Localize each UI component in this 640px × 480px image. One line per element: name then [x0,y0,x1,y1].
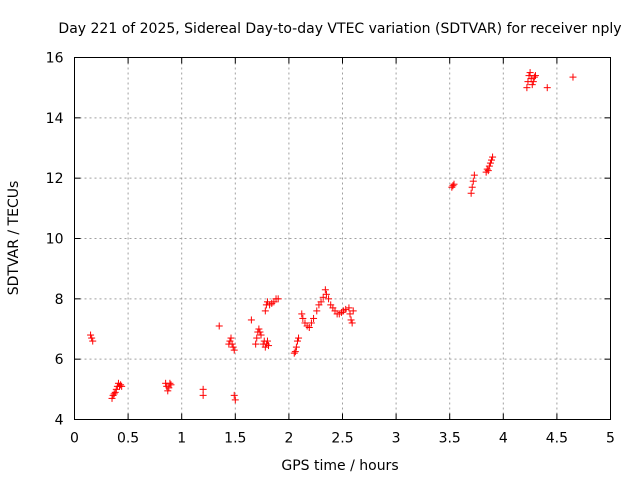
data-point [292,343,300,351]
x-tick-label: 1.5 [224,431,246,447]
data-point [488,156,496,164]
data-point [468,183,476,191]
data-point [293,337,301,345]
data-point [526,69,534,77]
data-point [110,390,118,398]
data-point [345,304,353,312]
data-point [261,343,269,351]
x-tick-label: 2 [284,431,293,447]
x-tick-label: 2.5 [331,431,353,447]
data-point [467,189,475,197]
data-point [485,162,493,170]
data-point [252,340,260,348]
x-axis-label: GPS time / hours [281,458,398,474]
x-tick-label: 3.5 [439,431,461,447]
data-point [112,385,120,393]
plot-frame [74,57,611,420]
y-axis-label: SDTVAR / TECUs [6,181,22,296]
data-point [489,153,497,161]
data-point [291,348,299,356]
data-point [247,316,255,324]
data-point [299,314,307,322]
data-point [118,382,126,390]
x-tick-label: 4 [499,431,508,447]
data-point [255,325,263,333]
data-point [228,340,236,348]
data-point [347,316,355,324]
data-point [531,72,539,80]
data-point [305,323,313,331]
data-point [87,331,95,339]
data-point [230,346,238,354]
data-point [263,337,271,345]
y-tick-label: 10 [46,232,64,248]
data-point [543,84,551,92]
data-point [346,310,354,318]
x-tick-label: 4.5 [546,431,568,447]
x-tick-label: 0 [70,431,79,447]
data-point [317,298,325,306]
data-point [274,295,282,303]
y-tick-label: 12 [46,171,64,187]
data-point [313,307,321,315]
data-point [470,171,478,179]
data-point [295,334,303,342]
data-point [325,295,333,303]
data-point [486,159,494,167]
x-tick-label: 5 [606,431,615,447]
chart-title: Day 221 of 2025, Sidereal Day-to-day VTE… [58,21,621,37]
data-point [321,286,329,294]
data-point [88,334,96,342]
data-point [117,381,125,389]
x-tick-label: 0.5 [117,431,139,447]
data-point [89,337,97,345]
data-point [230,391,238,399]
data-points [87,69,577,404]
data-point [450,180,458,188]
data-point [449,182,457,190]
y-tick-label: 6 [55,352,64,368]
grid-layer [74,57,611,420]
data-point [164,387,172,395]
data-point [319,293,327,301]
data-point [530,73,538,81]
data-point [307,319,315,327]
data-point [523,84,531,92]
y-tick-label: 8 [55,292,64,308]
y-tick-label: 16 [46,51,64,67]
data-point [253,334,261,342]
data-point [529,78,537,86]
data-point [484,167,492,175]
data-point [569,73,577,81]
tick-layer: 0 0.5 1 1.5 2 2.5 3 3.5 4 4.5 5 4 6 8 10 12 14 16 [46,51,615,447]
data-point [108,394,116,402]
data-point [199,385,207,393]
data-point [342,305,350,313]
data-point [231,396,239,404]
data-point [349,307,357,315]
y-tick-label: 14 [46,111,64,127]
data-point [298,310,306,318]
data-point [256,328,264,336]
y-tick-label: 4 [55,413,64,429]
data-point [229,343,237,351]
x-tick-label: 1 [177,431,186,447]
data-point [348,319,356,327]
data-point [227,334,235,342]
data-point [469,177,477,185]
data-point [261,307,269,315]
data-point [265,342,273,350]
data-point [322,290,330,298]
x-tick-label: 3 [392,431,401,447]
data-point [310,314,318,322]
data-point [290,349,298,357]
data-point [528,81,536,89]
data-point [166,379,174,387]
data-point [199,391,207,399]
data-point [167,381,175,389]
data-point [111,388,119,396]
data-point [215,322,223,330]
data-point [257,331,265,339]
